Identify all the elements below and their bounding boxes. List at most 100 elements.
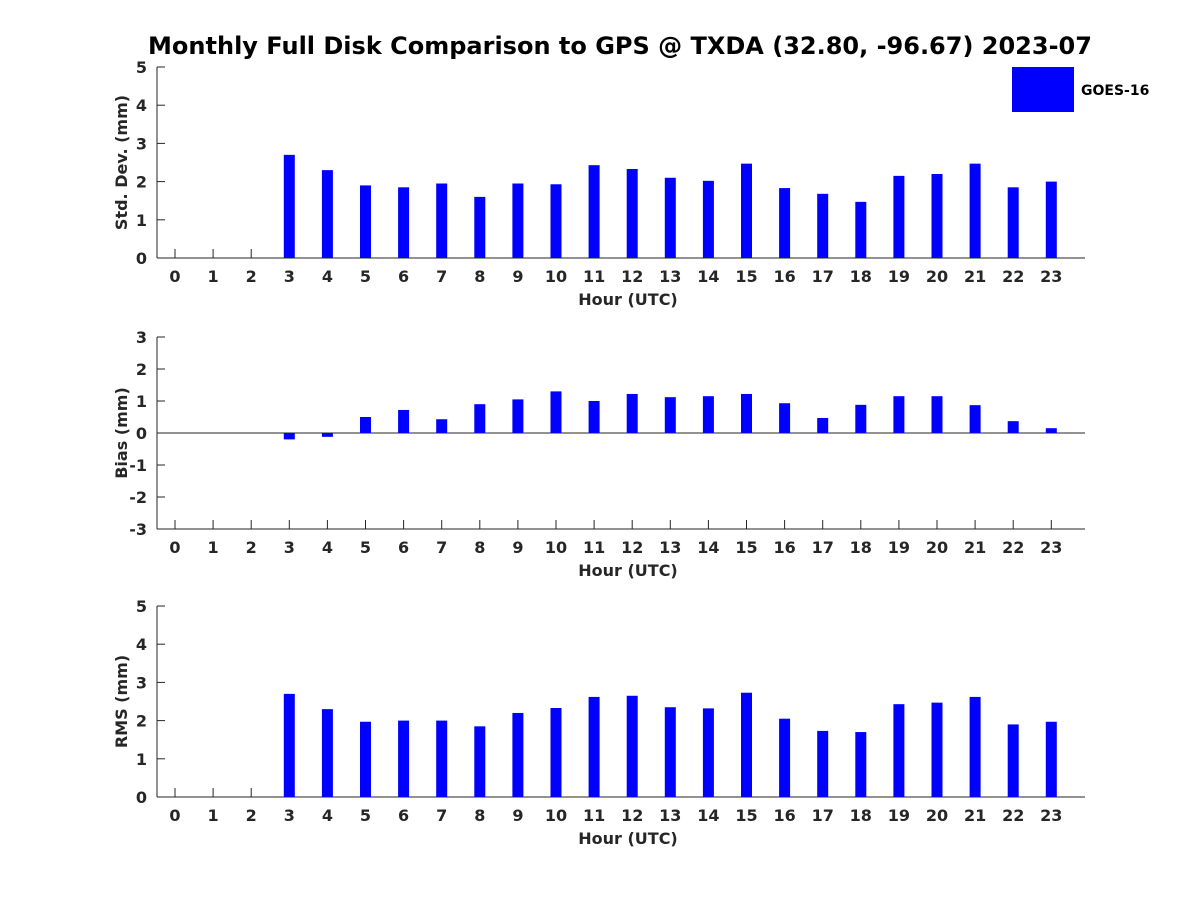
x-tick-label: 10 xyxy=(545,267,567,286)
bar xyxy=(893,396,905,433)
bar xyxy=(436,419,448,433)
x-tick-label: 22 xyxy=(1002,267,1024,286)
x-tick-label: 18 xyxy=(850,267,872,286)
x-tick-label: 23 xyxy=(1040,538,1062,557)
x-tick-label: 1 xyxy=(208,267,219,286)
x-tick-label: 20 xyxy=(926,538,948,557)
bar xyxy=(702,708,714,797)
bar xyxy=(1045,721,1057,797)
x-tick-label: 2 xyxy=(246,267,257,286)
x-tick-label: 15 xyxy=(735,806,757,825)
bar xyxy=(474,196,486,258)
y-tick-label: -3 xyxy=(129,520,147,539)
bar xyxy=(817,417,829,433)
x-tick-label: 3 xyxy=(284,538,295,557)
legend: GOES-16 xyxy=(1012,67,1149,112)
x-tick-label: 19 xyxy=(888,806,910,825)
x-tick-label: 10 xyxy=(545,806,567,825)
y-tick-label: 3 xyxy=(136,328,147,347)
y-tick-label: 3 xyxy=(136,673,147,692)
y-tick-label: 2 xyxy=(136,173,147,192)
bar xyxy=(855,404,867,433)
x-tick-label: 15 xyxy=(735,267,757,286)
bar xyxy=(931,173,943,258)
x-tick-label: 6 xyxy=(398,538,409,557)
bar xyxy=(1007,187,1019,258)
y-tick-label: 3 xyxy=(136,134,147,153)
bar xyxy=(1045,428,1057,433)
x-tick-label: 14 xyxy=(697,538,719,557)
bar xyxy=(398,720,410,797)
x-tick-label: 0 xyxy=(169,267,180,286)
bar xyxy=(931,702,943,797)
x-tick-label: 12 xyxy=(621,538,643,557)
y-tick-label: 2 xyxy=(136,360,147,379)
x-tick-label: 20 xyxy=(926,267,948,286)
x-tick-label: 4 xyxy=(322,806,333,825)
y-tick-label: 5 xyxy=(136,597,147,616)
chart-title: Monthly Full Disk Comparison to GPS @ TX… xyxy=(148,32,1092,60)
x-tick-label: 22 xyxy=(1002,806,1024,825)
x-tick-label: 19 xyxy=(888,267,910,286)
bar xyxy=(321,170,333,258)
x-tick-label: 5 xyxy=(360,538,371,557)
x-tick-label: 6 xyxy=(398,267,409,286)
bar xyxy=(855,732,867,797)
y-tick-label: -1 xyxy=(129,456,147,475)
x-tick-label: 16 xyxy=(773,806,795,825)
bar xyxy=(893,704,905,797)
x-tick-label: 3 xyxy=(284,267,295,286)
legend-swatch xyxy=(1012,67,1074,112)
x-tick-label: 7 xyxy=(436,806,447,825)
x-axis-label: Hour (UTC) xyxy=(578,561,678,580)
x-tick-label: 12 xyxy=(621,806,643,825)
bar xyxy=(321,433,333,437)
x-tick-label: 0 xyxy=(169,538,180,557)
x-tick-label: 22 xyxy=(1002,538,1024,557)
bar xyxy=(321,709,333,797)
y-tick-label: 0 xyxy=(136,249,147,268)
bar xyxy=(550,707,562,797)
bar xyxy=(817,730,829,797)
y-axis-label: Std. Dev. (mm) xyxy=(112,95,131,230)
bar xyxy=(893,175,905,258)
x-tick-label: 5 xyxy=(360,806,371,825)
y-tick-label: 2 xyxy=(136,712,147,731)
bar xyxy=(817,193,829,258)
bar xyxy=(779,718,791,797)
bar xyxy=(283,433,295,440)
x-tick-label: 14 xyxy=(697,806,719,825)
bar xyxy=(931,396,943,433)
bar xyxy=(360,185,371,258)
bar xyxy=(360,721,371,797)
x-tick-label: 11 xyxy=(583,806,605,825)
x-tick-label: 14 xyxy=(697,267,719,286)
bar xyxy=(664,177,676,258)
bar xyxy=(1007,421,1019,433)
x-tick-label: 7 xyxy=(436,538,447,557)
x-tick-label: 21 xyxy=(964,806,986,825)
x-tick-label: 12 xyxy=(621,267,643,286)
x-axis-label: Hour (UTC) xyxy=(578,290,678,309)
x-tick-label: 11 xyxy=(583,538,605,557)
legend-label: GOES-16 xyxy=(1081,83,1149,99)
bar xyxy=(512,712,524,797)
y-tick-label: 0 xyxy=(136,424,147,443)
bar xyxy=(474,404,486,433)
bar xyxy=(741,692,752,797)
bar xyxy=(1007,724,1019,797)
bar xyxy=(741,393,752,433)
x-tick-label: 13 xyxy=(659,806,681,825)
x-tick-label: 5 xyxy=(360,267,371,286)
x-tick-label: 18 xyxy=(850,806,872,825)
y-tick-label: 1 xyxy=(136,211,147,230)
x-tick-label: 21 xyxy=(964,538,986,557)
x-tick-label: 13 xyxy=(659,267,681,286)
x-tick-label: 3 xyxy=(284,806,295,825)
y-tick-label: 4 xyxy=(136,635,147,654)
x-tick-label: 9 xyxy=(512,267,523,286)
bar xyxy=(512,399,524,433)
